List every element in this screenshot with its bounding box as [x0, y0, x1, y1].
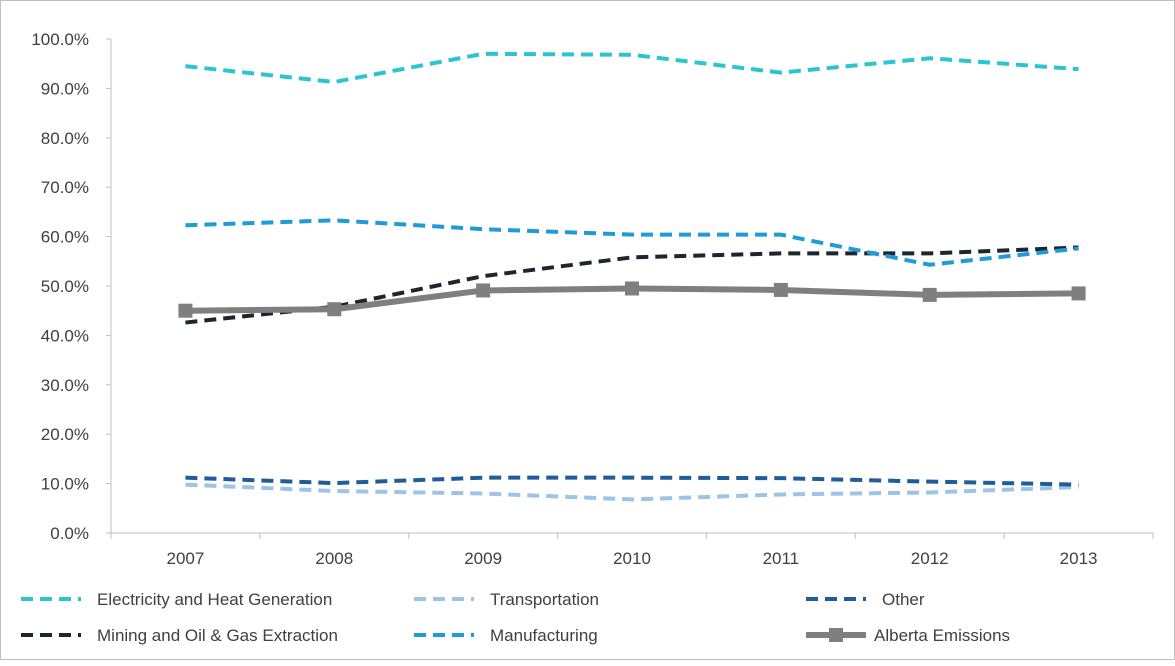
x-tick-label: 2008 — [315, 549, 353, 568]
x-tick-label: 2012 — [911, 549, 949, 568]
legend: Electricity and Heat Generation Transport… — [21, 590, 1010, 645]
data-point-marker — [178, 303, 193, 318]
data-point-marker — [922, 287, 937, 302]
x-tick-label: 2013 — [1060, 549, 1098, 568]
x-tick-labels: 2007 2008 2009 2010 2011 2012 2013 — [167, 549, 1098, 568]
x-tick-label: 2010 — [613, 549, 651, 568]
series-line-4 — [185, 218, 1079, 267]
data-point-marker — [773, 282, 788, 297]
y-tick-label: 20.0% — [41, 425, 89, 444]
legend-label: Other — [882, 590, 925, 609]
legend-label: Alberta Emissions — [874, 626, 1010, 645]
y-tick-label: 40.0% — [41, 326, 89, 345]
data-point-marker — [327, 302, 342, 317]
y-tick-label: 10.0% — [41, 475, 89, 494]
data-point-marker — [625, 281, 639, 296]
data-point-marker — [476, 283, 491, 298]
series-line-3 — [185, 245, 1079, 325]
legend-marker — [829, 628, 843, 642]
series-line-2 — [185, 475, 1079, 487]
legend-label: Manufacturing — [490, 626, 598, 645]
y-tick-label: 50.0% — [41, 277, 89, 296]
series-line-0 — [185, 51, 1079, 84]
x-tick-label: 2011 — [763, 549, 800, 568]
axes — [106, 38, 1154, 539]
legend-label: Mining and Oil & Gas Extraction — [97, 626, 338, 645]
y-tick-label: 100.0% — [31, 30, 89, 49]
y-tick-label: 30.0% — [41, 376, 89, 395]
series-lines — [178, 51, 1086, 502]
series-line-1 — [185, 482, 1079, 502]
y-tick-label: 80.0% — [41, 129, 89, 148]
y-tick-label: 0.0% — [50, 524, 89, 543]
y-tick-label: 70.0% — [41, 178, 89, 197]
x-tick-label: 2007 — [167, 549, 205, 568]
y-tick-label: 60.0% — [41, 228, 89, 247]
legend-label: Electricity and Heat Generation — [97, 590, 332, 609]
y-tick-label: 90.0% — [41, 79, 89, 98]
legend-label: Transportation — [490, 590, 599, 609]
y-tick-labels: 0.0% 10.0% 20.0% 30.0% 40.0% 50.0% 60.0% 70.0% 8… — [31, 30, 89, 543]
x-tick-label: 2009 — [464, 549, 502, 568]
data-point-marker — [1071, 286, 1086, 301]
